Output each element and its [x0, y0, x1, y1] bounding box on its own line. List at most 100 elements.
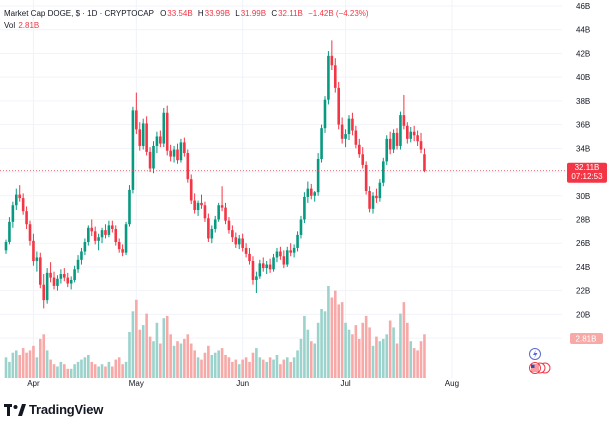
- candle: [354, 125, 358, 149]
- volume-bar: [52, 364, 56, 378]
- candle: [39, 252, 42, 289]
- candle: [419, 132, 423, 154]
- symbol-title[interactable]: Market Cap DOGE, $ · 1D · CRYPTOCAP: [4, 9, 154, 18]
- flag-icon[interactable]: [529, 362, 551, 374]
- volume-bar: [333, 290, 337, 378]
- legend-volume: Vol 2.81B: [4, 21, 42, 30]
- close-label: C: [271, 9, 278, 18]
- candle-body: [316, 158, 320, 193]
- candle-body: [193, 200, 196, 210]
- volume-bar: [39, 338, 42, 378]
- candle: [337, 81, 341, 130]
- volume-bar: [196, 357, 200, 378]
- candle-body: [395, 132, 399, 146]
- candle: [330, 40, 334, 71]
- candle: [49, 262, 52, 283]
- volume-bar: [282, 359, 286, 378]
- candle-body: [76, 259, 80, 270]
- volume-bar: [213, 352, 217, 378]
- candle-body: [4, 242, 8, 251]
- y-tick-label: 26B: [576, 239, 590, 248]
- lightning-icon[interactable]: [529, 348, 541, 360]
- volume-bar: [165, 315, 169, 378]
- volume-bar: [385, 334, 389, 378]
- candle-body: [128, 189, 131, 225]
- candle-body: [344, 134, 347, 139]
- candle-body: [121, 249, 124, 253]
- candle: [121, 244, 124, 257]
- candle: [93, 226, 97, 245]
- volume-bar: [14, 350, 18, 378]
- candle-body: [368, 191, 371, 209]
- volume-bar: [207, 345, 210, 378]
- candle: [237, 234, 241, 250]
- candle-body: [244, 247, 248, 254]
- time-axis[interactable]: Apr May Jun Jul Aug: [27, 379, 459, 388]
- candle-body: [299, 219, 303, 235]
- candle: [296, 231, 299, 252]
- candle-body: [333, 65, 337, 88]
- volume-bar: [63, 364, 66, 378]
- candle: [107, 220, 111, 238]
- volume-bar: [152, 341, 155, 378]
- volume-label: Vol: [4, 21, 16, 30]
- candle-body: [183, 142, 186, 154]
- candle: [124, 221, 128, 256]
- volume-bar: [364, 315, 368, 378]
- candle-body: [375, 195, 378, 199]
- candle-body: [261, 263, 265, 269]
- volume-bar: [327, 286, 330, 378]
- candle: [18, 185, 22, 202]
- candle-body: [354, 130, 358, 145]
- volume-bar: [32, 345, 35, 378]
- candle-body: [237, 238, 241, 245]
- candle: [207, 213, 210, 243]
- candle: [323, 96, 327, 133]
- y-tick-label: 40B: [576, 73, 590, 82]
- volume-bar: [316, 322, 320, 378]
- volume-tag-value: 2.81B: [576, 335, 597, 344]
- candle-body: [107, 225, 111, 235]
- candle-body: [104, 230, 107, 235]
- candle: [114, 225, 118, 246]
- volume-bar: [145, 313, 148, 378]
- candle: [289, 243, 292, 257]
- volume-bar: [265, 361, 268, 378]
- volume-bar: [107, 361, 111, 378]
- candle-body: [423, 154, 426, 171]
- candle-body: [200, 202, 203, 206]
- candle: [375, 188, 378, 203]
- candle: [117, 238, 121, 253]
- volume-bar: [231, 361, 234, 378]
- candle: [272, 253, 275, 272]
- candle: [344, 129, 347, 148]
- candle-body: [8, 221, 11, 243]
- candle-body: [303, 196, 306, 220]
- tradingview-logo[interactable]: TradingView: [4, 401, 103, 417]
- candle: [234, 232, 238, 248]
- candle-body: [80, 251, 83, 260]
- volume-bar: [347, 329, 351, 378]
- volume-bar: [76, 361, 80, 378]
- volume-bars: [4, 286, 426, 378]
- candle-body: [296, 234, 299, 248]
- candle-body: [14, 194, 18, 206]
- candle-body: [66, 277, 70, 284]
- candle-body: [220, 205, 224, 208]
- candle: [176, 143, 179, 164]
- candle: [35, 251, 39, 272]
- candle-body: [364, 164, 368, 192]
- candle: [148, 147, 152, 173]
- candle-body: [292, 247, 296, 253]
- candle-body: [97, 237, 100, 241]
- candle: [282, 250, 286, 269]
- candle-body: [135, 110, 138, 130]
- volume-bar: [279, 364, 282, 378]
- volume-bar: [135, 299, 138, 378]
- candle: [63, 268, 66, 282]
- volume-bar: [25, 352, 28, 378]
- candle-body: [52, 277, 56, 286]
- candle-body: [241, 238, 244, 248]
- candle: [368, 186, 371, 213]
